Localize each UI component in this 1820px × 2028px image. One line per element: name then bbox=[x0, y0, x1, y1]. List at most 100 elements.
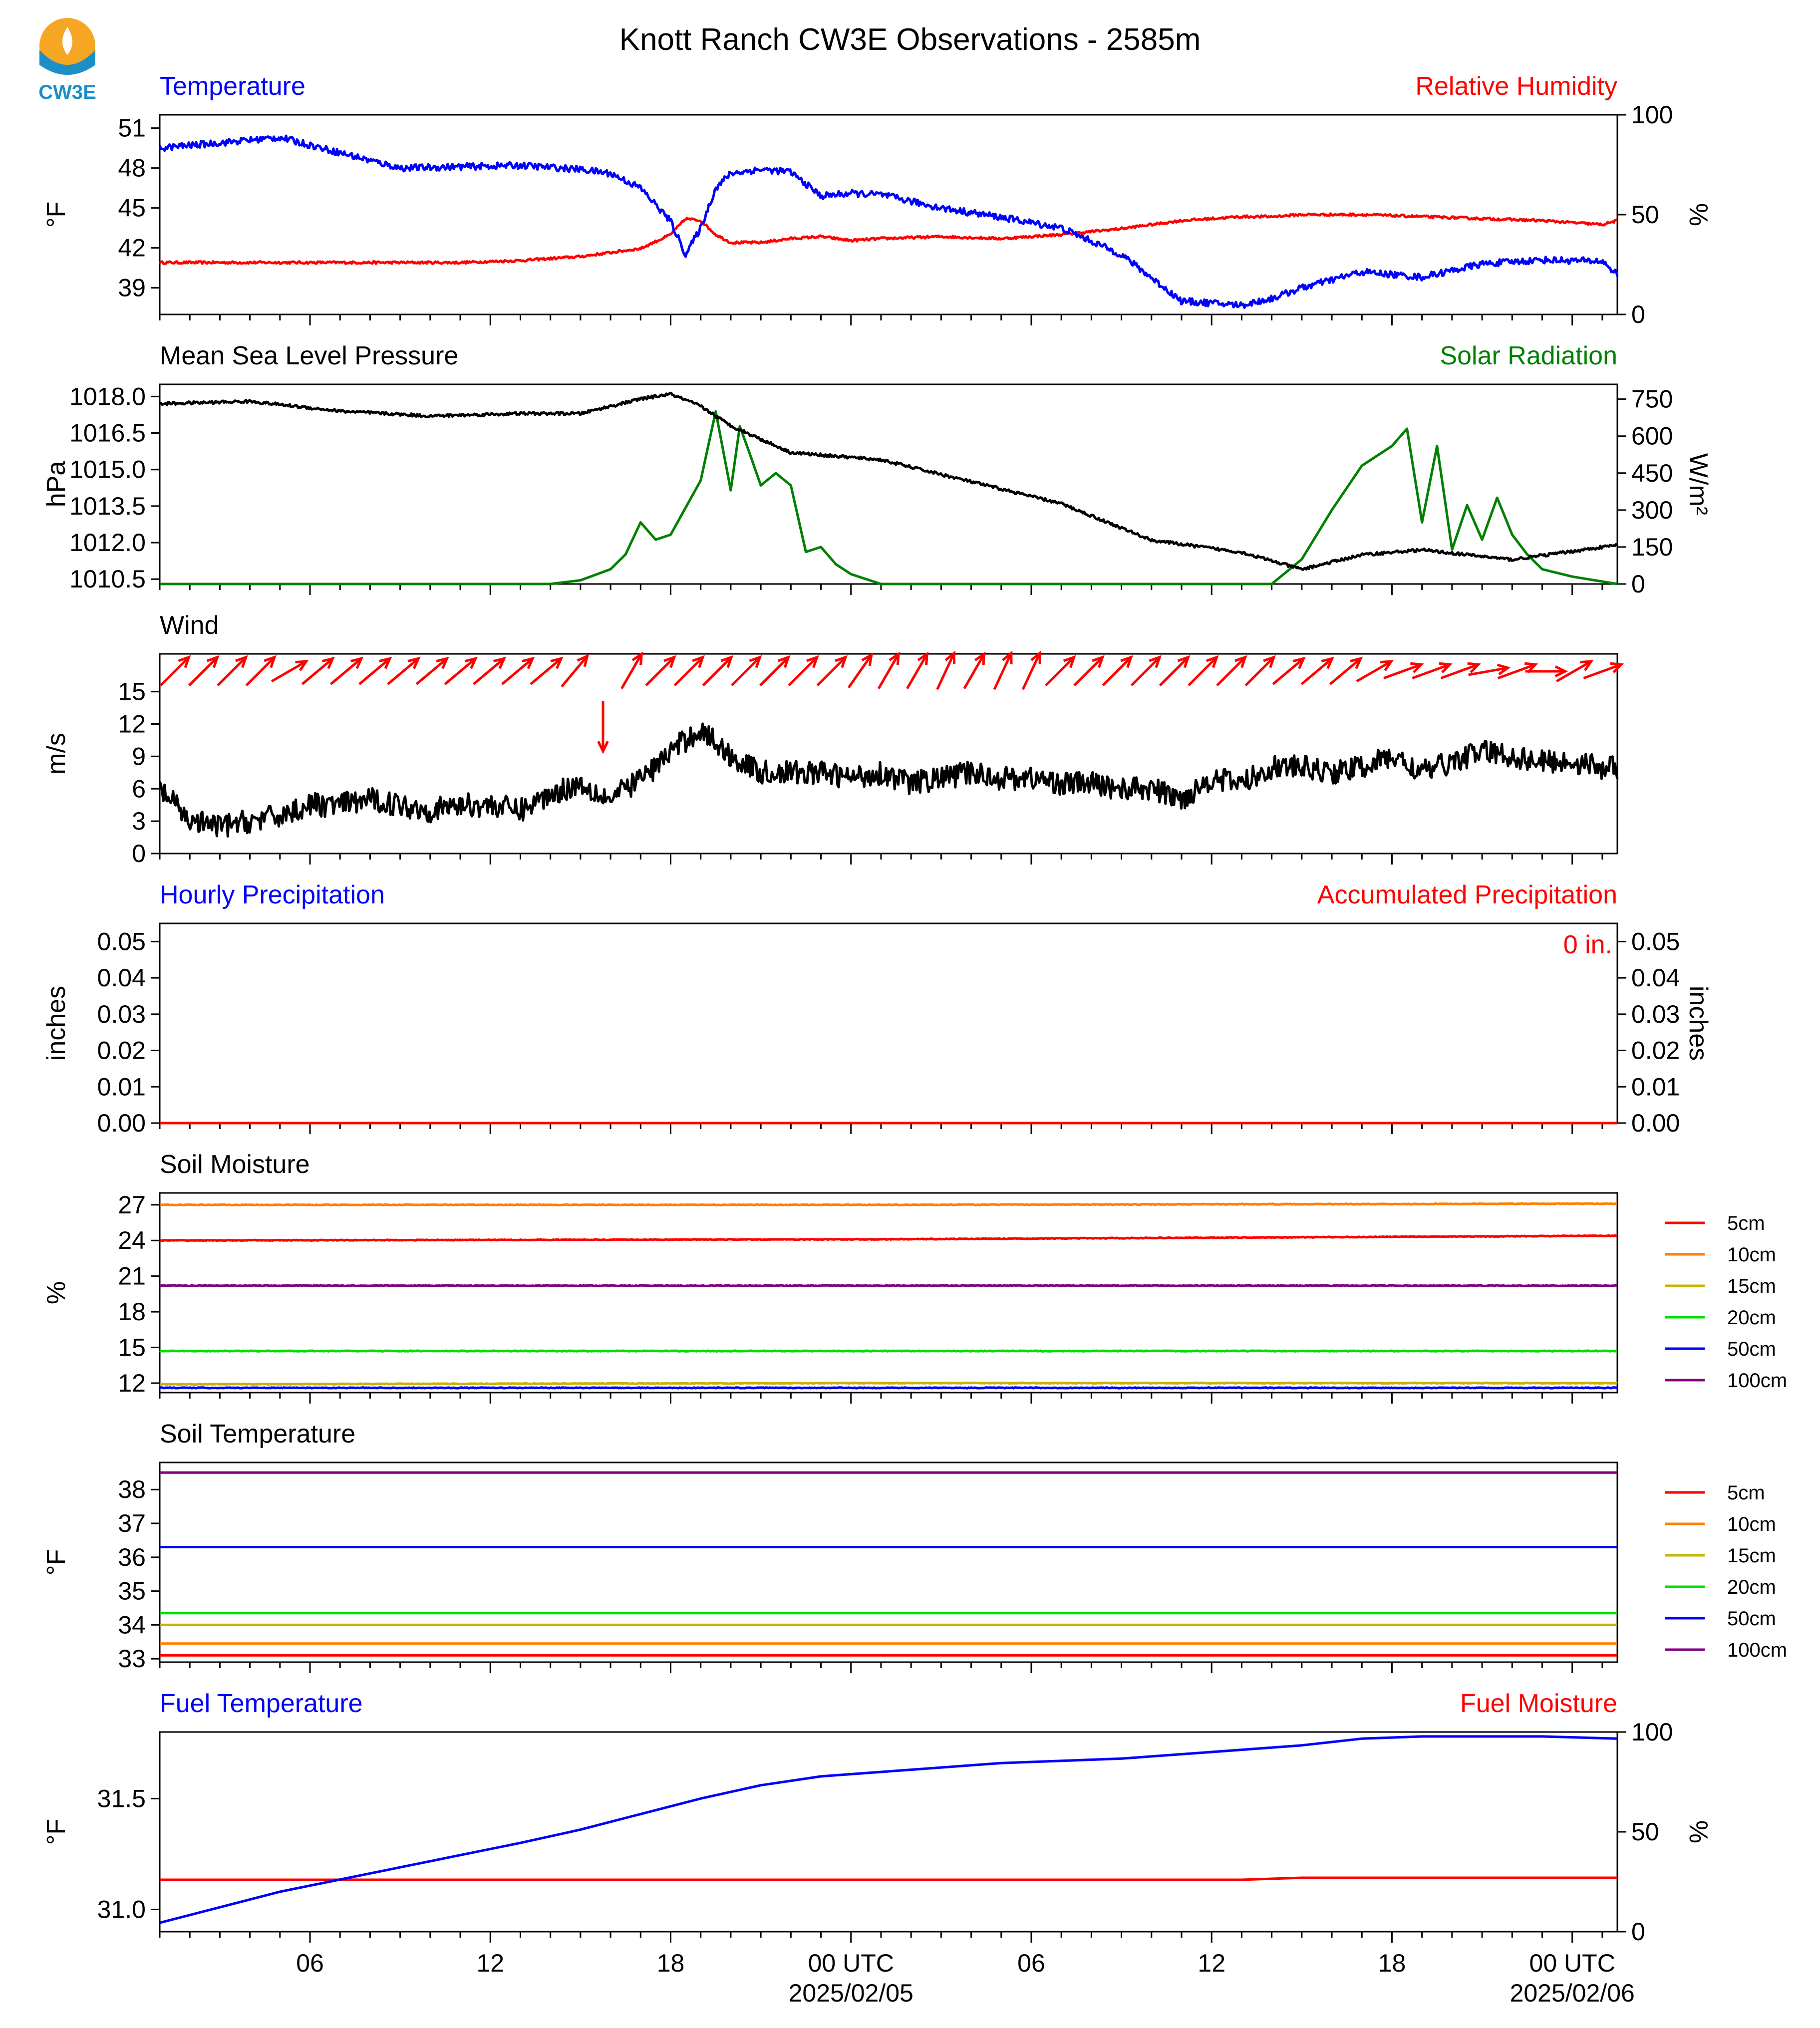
wind-arrow bbox=[816, 656, 847, 687]
y-tick-label: 31.0 bbox=[97, 1896, 146, 1924]
y2-tick-label: 0.04 bbox=[1631, 964, 1680, 992]
y-tick-label: 39 bbox=[118, 274, 146, 302]
panel-title-left: Soil Moisture bbox=[160, 1150, 310, 1179]
wind-arrow bbox=[1188, 656, 1218, 687]
y2-axis-label: % bbox=[1684, 203, 1713, 226]
legend-entry: 100cm bbox=[1727, 1639, 1787, 1661]
wind-arrow bbox=[188, 656, 219, 687]
plot-frame bbox=[159, 1731, 1618, 1933]
wind-arrow-head bbox=[1002, 650, 1013, 664]
y2-tick-label: 0.01 bbox=[1631, 1073, 1680, 1101]
wind-arrow-head bbox=[235, 655, 248, 668]
y2-tick-label: 300 bbox=[1631, 496, 1673, 524]
wind-arrow bbox=[245, 656, 276, 687]
logo-drop-icon bbox=[62, 27, 72, 55]
x-tick-label: 00 UTC bbox=[808, 1949, 894, 1977]
wind-arrow bbox=[620, 653, 643, 689]
wind-arrow bbox=[906, 653, 928, 689]
wind-arrow bbox=[1468, 666, 1509, 676]
wind-arrow bbox=[1555, 660, 1592, 683]
y-axis-label: °F bbox=[42, 202, 71, 228]
y2-tick-label: 600 bbox=[1631, 422, 1673, 450]
y-tick-label: 18 bbox=[118, 1298, 146, 1326]
wind-arrow bbox=[759, 656, 790, 687]
wind-arrow bbox=[1244, 656, 1275, 687]
cw3e-logo: CW3E bbox=[30, 15, 105, 105]
y-tick-label: 51 bbox=[118, 114, 146, 142]
wind-arrow-head bbox=[749, 655, 762, 668]
wind-arrow-head bbox=[1292, 656, 1306, 669]
y2-tick-label: 0.00 bbox=[1631, 1109, 1680, 1137]
y-tick-label: 1013.5 bbox=[69, 492, 146, 520]
pressure-line bbox=[159, 391, 1618, 572]
y2-tick-label: 100 bbox=[1631, 1718, 1673, 1746]
wind-arrow-head bbox=[436, 656, 449, 669]
legend-entry: 20cm bbox=[1727, 1576, 1776, 1598]
y-tick-label: 27 bbox=[118, 1191, 146, 1219]
wind-arrow-head bbox=[407, 656, 421, 669]
y-tick-label: 0.04 bbox=[97, 964, 146, 992]
wind-arrow-head bbox=[321, 656, 335, 669]
x-tick-label: 06 bbox=[1017, 1949, 1045, 1977]
plot-frame bbox=[159, 922, 1618, 1124]
y2-tick-label: 0 bbox=[1631, 300, 1645, 328]
wind-arrow bbox=[993, 652, 1012, 690]
x-tick-label: 18 bbox=[657, 1949, 685, 1977]
y-tick-label: 37 bbox=[118, 1509, 146, 1537]
y-axis-label: % bbox=[42, 1281, 71, 1304]
wind-arrow bbox=[1497, 663, 1536, 680]
wind-arrow-head bbox=[1092, 655, 1105, 668]
wind-arrow-head bbox=[1177, 655, 1191, 668]
wind-arrow bbox=[1383, 663, 1422, 680]
legend-entry: 50cm bbox=[1727, 1608, 1776, 1630]
wind-arrow-head bbox=[806, 655, 819, 668]
y-tick-label: 15 bbox=[118, 1334, 146, 1362]
wind-arrow bbox=[1073, 656, 1104, 687]
y2-tick-label: 0.03 bbox=[1631, 1000, 1680, 1028]
wind-arrow bbox=[530, 657, 562, 685]
y-axis-label: m/s bbox=[42, 733, 71, 775]
wind-arrow-head bbox=[264, 655, 277, 668]
wind-arrow bbox=[1102, 656, 1132, 687]
y2-axis-label: W/m² bbox=[1684, 453, 1713, 515]
wind-arrow-head bbox=[350, 656, 364, 669]
wind-arrow-head bbox=[1149, 655, 1162, 668]
y-tick-label: 1010.5 bbox=[69, 565, 146, 593]
wind-arrow bbox=[936, 652, 955, 690]
y2-tick-label: 0.05 bbox=[1631, 927, 1680, 955]
y2-tick-label: 50 bbox=[1631, 201, 1659, 229]
wind-arrow-head bbox=[944, 650, 956, 664]
wind-arrow-head bbox=[1524, 662, 1538, 673]
wind-arrow bbox=[847, 654, 873, 689]
wind-arrow-head bbox=[1349, 656, 1363, 669]
wind-arrow-head bbox=[493, 656, 507, 669]
legend-entry: 10cm bbox=[1727, 1244, 1776, 1266]
wind-arrow bbox=[329, 657, 362, 685]
y-axis-label: inches bbox=[42, 986, 71, 1061]
y2-axis-label: inches bbox=[1684, 986, 1713, 1061]
depth-line-5cm bbox=[159, 1234, 1618, 1242]
wind-arrow bbox=[1045, 656, 1075, 687]
wind-arrow bbox=[1021, 652, 1041, 690]
wind-arrow-head bbox=[1554, 665, 1568, 677]
plot-frame bbox=[159, 383, 1618, 585]
panel-title-left: Mean Sea Level Pressure bbox=[160, 341, 458, 370]
wind-arrow-head bbox=[1439, 662, 1453, 673]
figure-title: Knott Ranch CW3E Observations - 2585m bbox=[619, 22, 1201, 57]
depth-line-15cm bbox=[159, 1381, 1618, 1386]
fuel-moisture-line bbox=[160, 1876, 1617, 1881]
y2-tick-label: 0 bbox=[1631, 570, 1645, 598]
y-tick-label: 0.02 bbox=[97, 1037, 146, 1065]
panel-4: Soil Moisture 12 15 18 21 24 27% 5cm 10cm 15cm 20c… bbox=[42, 1150, 1787, 1404]
wind-arrow bbox=[415, 657, 448, 685]
wind-arrow-head bbox=[1063, 655, 1076, 668]
x-date-label: 2025/02/06 bbox=[1510, 1979, 1635, 2007]
y-tick-label: 38 bbox=[118, 1475, 146, 1503]
wind-arrow bbox=[301, 657, 334, 685]
solar-line bbox=[160, 410, 1618, 585]
wind-arrow bbox=[963, 653, 985, 689]
wind-arrow bbox=[1216, 656, 1246, 687]
y-tick-label: 15 bbox=[118, 678, 146, 706]
wind-arrow-head bbox=[1030, 650, 1041, 664]
